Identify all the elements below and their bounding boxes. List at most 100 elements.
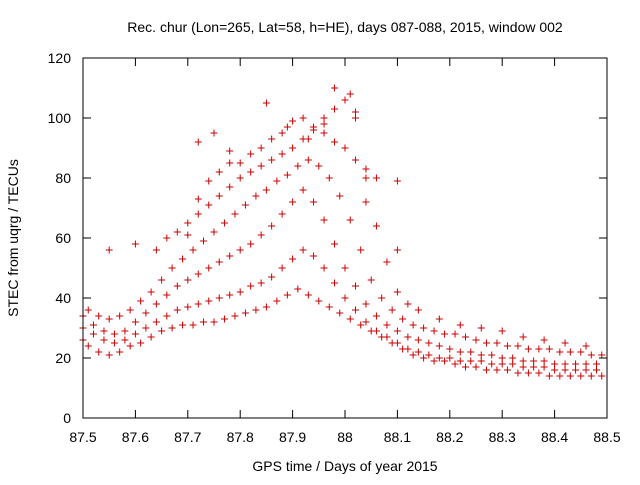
data-point <box>456 321 464 329</box>
data-point <box>493 339 501 347</box>
data-point <box>331 240 339 248</box>
data-point <box>152 300 160 308</box>
data-point <box>126 306 134 314</box>
data-point <box>268 135 276 143</box>
data-point <box>462 363 470 371</box>
data-point <box>131 240 139 248</box>
data-point <box>184 276 192 284</box>
data-point <box>179 321 187 329</box>
x-tick-label: 88.4 <box>541 429 568 445</box>
x-tick-label: 87.5 <box>69 429 96 445</box>
data-point <box>89 330 97 338</box>
data-point <box>477 351 485 359</box>
data-point <box>299 186 307 194</box>
data-point <box>278 210 286 218</box>
data-point <box>435 354 443 362</box>
data-point <box>362 174 370 182</box>
data-point <box>304 291 312 299</box>
data-point <box>587 351 595 359</box>
data-point <box>215 192 223 200</box>
data-point <box>294 162 302 170</box>
data-point <box>530 363 538 371</box>
data-point <box>320 120 328 128</box>
data-point <box>194 210 202 218</box>
plot-frame <box>82 57 608 419</box>
data-point <box>105 351 113 359</box>
data-point <box>310 198 318 206</box>
data-point <box>304 156 312 164</box>
y-axis-label: STEC from uqrg / TECUs <box>5 159 21 317</box>
data-point <box>351 156 359 164</box>
data-point <box>540 336 548 344</box>
data-point <box>551 366 559 374</box>
data-point <box>105 315 113 323</box>
x-axis-label: GPS time / Days of year 2015 <box>252 458 437 474</box>
data-point <box>462 333 470 341</box>
data-point <box>226 159 234 167</box>
data-point <box>252 192 260 200</box>
data-point <box>341 96 349 104</box>
y-tick-label: 60 <box>55 230 71 246</box>
data-point <box>210 318 218 326</box>
data-point <box>194 138 202 146</box>
data-point <box>215 294 223 302</box>
x-tick-label: 87.9 <box>279 429 306 445</box>
data-point <box>404 345 412 353</box>
data-point <box>158 327 166 335</box>
data-point <box>372 327 380 335</box>
data-point <box>283 171 291 179</box>
data-point <box>372 312 380 320</box>
data-point <box>226 147 234 155</box>
data-point <box>524 345 532 353</box>
data-point <box>241 201 249 209</box>
data-point <box>503 366 511 374</box>
data-point <box>320 264 328 272</box>
data-point <box>472 363 480 371</box>
data-point <box>593 360 601 368</box>
data-point <box>535 369 543 377</box>
data-point <box>142 324 150 332</box>
data-point <box>147 333 155 341</box>
data-point <box>273 297 281 305</box>
data-point <box>383 258 391 266</box>
data-point <box>268 273 276 281</box>
data-point <box>482 339 490 347</box>
data-point <box>200 237 208 245</box>
data-point <box>231 312 239 320</box>
data-point <box>194 270 202 278</box>
data-point <box>435 342 443 350</box>
data-point <box>498 327 506 335</box>
data-point <box>540 357 548 365</box>
data-point <box>598 372 606 380</box>
data-point <box>168 264 176 272</box>
data-point <box>346 90 354 98</box>
data-point <box>467 348 475 356</box>
data-point <box>331 84 339 92</box>
data-point <box>404 300 412 308</box>
data-point <box>299 246 307 254</box>
data-point <box>446 345 454 353</box>
data-point <box>561 339 569 347</box>
data-point <box>105 246 113 254</box>
data-point <box>289 198 297 206</box>
data-point <box>446 354 454 362</box>
data-point <box>262 303 270 311</box>
data-point <box>582 342 590 350</box>
data-point <box>173 228 181 236</box>
data-point <box>220 315 228 323</box>
data-point <box>404 333 412 341</box>
data-point <box>200 318 208 326</box>
x-tick-label: 88.3 <box>489 429 516 445</box>
data-point <box>121 327 129 335</box>
data-point <box>362 300 370 308</box>
data-point <box>310 123 318 131</box>
data-point <box>331 138 339 146</box>
data-point <box>393 246 401 254</box>
data-point <box>566 372 574 380</box>
data-point <box>257 231 265 239</box>
data-point <box>572 366 580 374</box>
data-point <box>409 351 417 359</box>
data-point <box>566 348 574 356</box>
data-point <box>194 300 202 308</box>
data-point <box>163 291 171 299</box>
